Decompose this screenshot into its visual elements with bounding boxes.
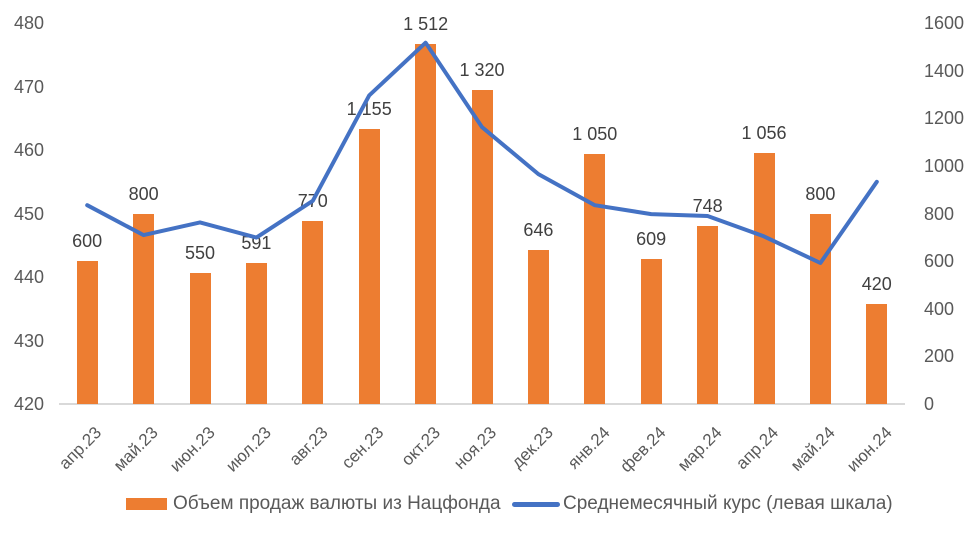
bar xyxy=(640,258,662,404)
legend-label-volume: Объем продаж валюты из Нацфонда xyxy=(173,493,501,514)
bar xyxy=(527,250,549,404)
y-axis-tick-right: 400 xyxy=(924,298,955,319)
bar-value-label: 420 xyxy=(861,273,892,294)
bar xyxy=(245,263,267,404)
y-axis-tick-left: 460 xyxy=(14,140,45,160)
bar xyxy=(189,273,211,404)
bar-value-label: 1 512 xyxy=(403,13,449,34)
rate-series-swatch-icon xyxy=(512,501,560,507)
legend-item-volume: Объем продаж валюты из Нацфонда xyxy=(126,492,501,516)
bar xyxy=(302,220,324,404)
x-axis-line xyxy=(59,403,905,405)
bar xyxy=(866,303,888,404)
y-axis-tick-right: 200 xyxy=(924,346,955,367)
legend-item-rate: Среднемесячный курс (левая шкала) xyxy=(512,492,893,516)
y-axis-tick-left: 420 xyxy=(14,394,45,414)
y-axis-tick-left: 450 xyxy=(14,203,45,224)
y-axis-tick-right: 1600 xyxy=(924,13,965,33)
y-axis-tick-left: 440 xyxy=(14,267,45,287)
bar xyxy=(76,261,98,404)
y-axis-tick-right: 600 xyxy=(924,251,955,272)
legend-label-rate: Среднемесячный курс (левая шкала) xyxy=(563,493,893,514)
y-axis-tick-right: 1000 xyxy=(924,155,965,176)
y-axis-tick-left: 470 xyxy=(14,76,45,97)
y-axis-tick-right: 800 xyxy=(924,203,955,224)
y-axis-tick-right: 1400 xyxy=(924,60,965,81)
y-axis-tick-right: 1200 xyxy=(924,108,965,129)
volume-series-swatch-icon xyxy=(126,498,167,510)
y-axis-tick-left: 480 xyxy=(14,13,45,33)
y-axis-tick-left: 430 xyxy=(14,330,45,351)
bar xyxy=(697,225,719,404)
y-axis-tick-right: 0 xyxy=(924,394,935,414)
